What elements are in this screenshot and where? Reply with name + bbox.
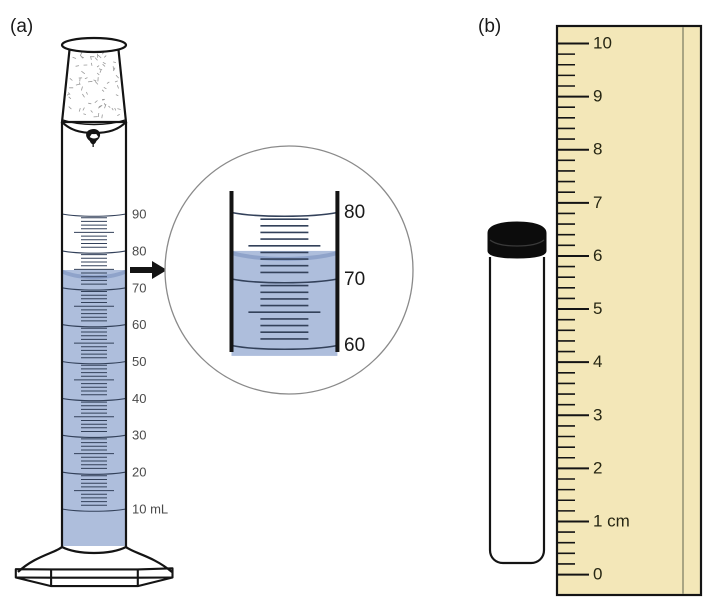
svg-text:6: 6 [593, 246, 602, 265]
svg-text:90: 90 [132, 207, 146, 222]
svg-text:30: 30 [132, 428, 146, 443]
svg-text:80: 80 [344, 202, 365, 223]
svg-text:40: 40 [132, 391, 146, 406]
svg-text:0: 0 [593, 565, 602, 584]
svg-text:80: 80 [132, 243, 146, 258]
svg-text:(a): (a) [10, 16, 33, 37]
svg-text:70: 70 [132, 280, 146, 295]
svg-text:20: 20 [132, 465, 146, 480]
svg-text:70: 70 [344, 269, 365, 290]
svg-text:7: 7 [593, 193, 602, 212]
svg-text:60: 60 [132, 317, 146, 332]
svg-text:10: 10 [593, 34, 612, 53]
svg-text:4: 4 [593, 352, 602, 371]
svg-text:10 mL: 10 mL [132, 502, 168, 517]
svg-text:60: 60 [344, 335, 365, 356]
svg-text:1 cm: 1 cm [593, 512, 630, 531]
svg-text:(b): (b) [478, 16, 501, 37]
svg-text:9: 9 [593, 87, 602, 106]
svg-text:2: 2 [593, 458, 602, 477]
svg-text:3: 3 [593, 405, 602, 424]
svg-text:8: 8 [593, 140, 602, 159]
svg-text:5: 5 [593, 299, 602, 318]
svg-text:50: 50 [132, 354, 146, 369]
